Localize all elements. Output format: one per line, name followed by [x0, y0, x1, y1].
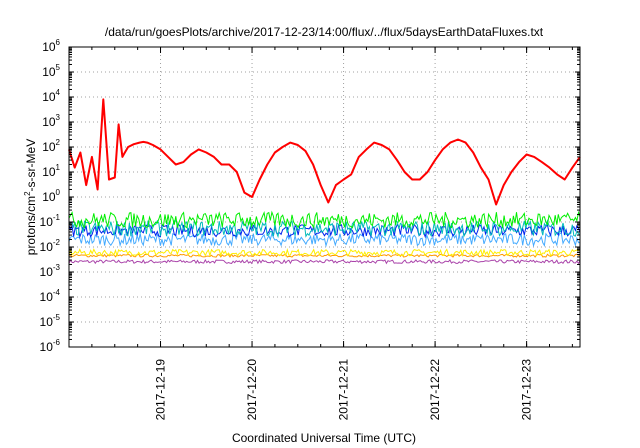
proton-flux-line [68, 98, 581, 206]
x-tick-label: 2017-12-21 [337, 359, 351, 421]
x-tick-label: 2017-12-20 [245, 359, 259, 421]
y-tick-label: 10-6 [40, 338, 61, 354]
y-tick-label: 104 [42, 88, 60, 104]
flux-series-line [68, 247, 581, 258]
y-tick-label: 10-3 [40, 263, 61, 279]
y-tick-label: 102 [42, 138, 60, 154]
y-tick-label: 103 [42, 113, 60, 129]
flux-series-line [68, 253, 581, 258]
y-tick-label: 105 [42, 63, 60, 79]
x-tick-label: 2017-12-22 [428, 359, 442, 421]
grid [69, 46, 580, 348]
flux-series-line [68, 231, 581, 248]
y-tick-label: 10-2 [40, 238, 61, 254]
y-tick-label: 106 [42, 38, 60, 54]
y-tick-label: 10-1 [40, 213, 61, 229]
flux-series-line [68, 210, 581, 230]
y-tick-label: 10-5 [40, 313, 61, 329]
y-tick-label: 100 [42, 188, 60, 204]
x-axis: 2017-12-19 2017-12-20 2017-12-21 2017-12-22… [68, 47, 573, 421]
chart-title: /data/run/goesPlots/archive/2017-12-23/1… [105, 25, 544, 39]
flux-series-line [68, 258, 581, 265]
x-axis-label: Coordinated Universal Time (UTC) [232, 431, 416, 445]
y-axis: 10-6 10-5 10-4 10-3 10-2 10-1 100 101 102 103 104 1… [40, 38, 580, 354]
x-tick-label: 2017-12-19 [154, 359, 168, 421]
y-axis-label: protons/cm2-s-sr-MeV [23, 139, 38, 255]
series-group [68, 98, 581, 265]
y-tick-label: 101 [42, 163, 60, 179]
x-tick-label: 2017-12-23 [520, 359, 534, 421]
y-tick-label: 10-4 [40, 288, 61, 304]
